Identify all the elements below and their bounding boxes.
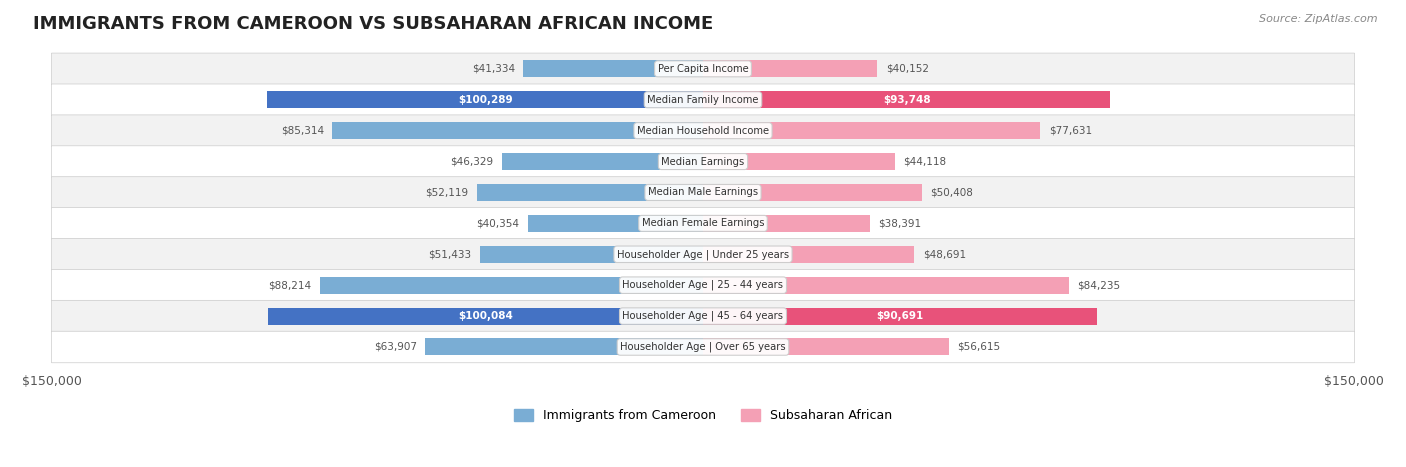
Text: IMMIGRANTS FROM CAMEROON VS SUBSAHARAN AFRICAN INCOME: IMMIGRANTS FROM CAMEROON VS SUBSAHARAN A…	[32, 15, 713, 33]
FancyBboxPatch shape	[52, 239, 1354, 270]
FancyBboxPatch shape	[52, 208, 1354, 239]
Bar	[269, 308, 703, 325]
FancyBboxPatch shape	[52, 84, 1354, 115]
Bar	[426, 339, 703, 355]
Text: $52,119: $52,119	[425, 187, 468, 198]
Bar	[703, 276, 1069, 294]
Bar	[321, 276, 703, 294]
Text: Householder Age | 45 - 64 years: Householder Age | 45 - 64 years	[623, 311, 783, 321]
Bar	[523, 60, 703, 78]
Bar	[479, 246, 703, 263]
FancyBboxPatch shape	[52, 331, 1354, 363]
FancyBboxPatch shape	[52, 177, 1354, 208]
Bar	[477, 184, 703, 201]
Text: $90,691: $90,691	[876, 311, 924, 321]
Text: $93,748: $93,748	[883, 95, 931, 105]
Text: $40,354: $40,354	[477, 219, 519, 228]
Text: $38,391: $38,391	[879, 219, 921, 228]
Text: $85,314: $85,314	[281, 126, 323, 135]
Text: $84,235: $84,235	[1077, 280, 1121, 290]
Bar	[703, 153, 894, 170]
Text: Median Male Earnings: Median Male Earnings	[648, 187, 758, 198]
FancyBboxPatch shape	[52, 53, 1354, 85]
Text: Median Family Income: Median Family Income	[647, 95, 759, 105]
FancyBboxPatch shape	[52, 115, 1354, 147]
Text: Source: ZipAtlas.com: Source: ZipAtlas.com	[1260, 14, 1378, 24]
Bar	[703, 246, 914, 263]
Text: Householder Age | Over 65 years: Householder Age | Over 65 years	[620, 342, 786, 352]
Legend: Immigrants from Cameroon, Subsaharan African: Immigrants from Cameroon, Subsaharan Afr…	[515, 410, 891, 422]
Text: $50,408: $50,408	[931, 187, 973, 198]
Text: Per Capita Income: Per Capita Income	[658, 64, 748, 74]
FancyBboxPatch shape	[52, 300, 1354, 332]
Text: $40,152: $40,152	[886, 64, 929, 74]
Text: $100,084: $100,084	[458, 311, 513, 321]
Bar	[703, 60, 877, 78]
Text: $46,329: $46,329	[450, 156, 494, 167]
Text: $51,433: $51,433	[427, 249, 471, 259]
Bar	[703, 308, 1097, 325]
Text: $63,907: $63,907	[374, 342, 416, 352]
Text: $56,615: $56,615	[957, 342, 1001, 352]
Text: Householder Age | 25 - 44 years: Householder Age | 25 - 44 years	[623, 280, 783, 290]
Bar	[703, 215, 870, 232]
Text: Median Household Income: Median Household Income	[637, 126, 769, 135]
Text: Median Earnings: Median Earnings	[661, 156, 745, 167]
Text: $77,631: $77,631	[1049, 126, 1092, 135]
FancyBboxPatch shape	[52, 269, 1354, 301]
Bar	[267, 91, 703, 108]
Bar	[703, 339, 949, 355]
Text: Median Female Earnings: Median Female Earnings	[641, 219, 765, 228]
Bar	[502, 153, 703, 170]
Text: Householder Age | Under 25 years: Householder Age | Under 25 years	[617, 249, 789, 260]
Bar	[703, 122, 1040, 139]
FancyBboxPatch shape	[52, 146, 1354, 177]
Text: $88,214: $88,214	[269, 280, 311, 290]
Bar	[703, 91, 1111, 108]
Text: $100,289: $100,289	[458, 95, 513, 105]
Bar	[703, 184, 922, 201]
Text: $48,691: $48,691	[924, 249, 966, 259]
Text: $44,118: $44,118	[903, 156, 946, 167]
Bar	[527, 215, 703, 232]
Text: $41,334: $41,334	[471, 64, 515, 74]
Bar	[332, 122, 703, 139]
